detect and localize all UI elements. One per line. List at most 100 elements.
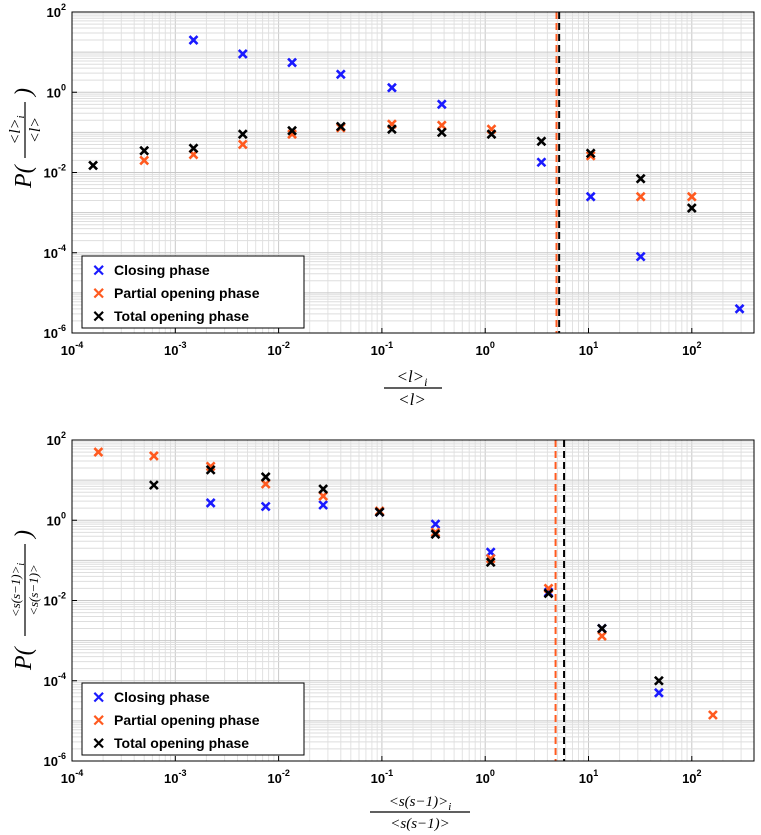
legend-item-partial: ✕ Partial opening phase <box>92 712 260 730</box>
x-tick-label: 100 <box>475 340 494 358</box>
marker-closing-phase <box>536 157 547 168</box>
marker-total-opening-phase <box>148 480 159 491</box>
legend-label-total: Total opening phase <box>114 735 249 751</box>
marker-total-opening-phase <box>536 136 547 147</box>
y-label-denominator: <s(s−1)> <box>26 564 41 616</box>
marker-partial-opening-phase <box>686 191 697 202</box>
y-tick-labels: 10-6 10-4 10-2 100 102 <box>44 2 66 341</box>
plot-frame <box>71 439 755 762</box>
marker-total-opening-phase <box>237 129 248 140</box>
marker-total-opening-phase <box>635 173 646 184</box>
threshold-lines <box>555 12 561 333</box>
legend-marker-total-icon: ✕ <box>92 736 105 753</box>
marker-closing-phase <box>260 501 271 512</box>
marker-total-opening-phase <box>139 145 150 156</box>
marker-total-opening-phase <box>486 129 497 140</box>
legend-item-total: ✕ Total opening phase <box>92 308 249 326</box>
marker-partial-opening-phase <box>585 150 596 161</box>
marker-closing-phase <box>287 57 297 68</box>
y-tick-label: 102 <box>47 430 66 448</box>
marker-total-opening-phase <box>597 623 607 634</box>
x-label-denominator: <s(s−1)> <box>390 816 450 832</box>
marker-total-opening-phase <box>374 507 385 517</box>
marker-closing-phase <box>386 82 397 93</box>
y-label-numerator: <s(s−1)>i <box>8 563 27 618</box>
y-label-prefix: P( <box>11 163 37 189</box>
y-tick-label: 10-6 <box>44 323 66 341</box>
marker-total-opening-phase <box>318 484 329 494</box>
x-tick-label: 101 <box>579 340 598 358</box>
data-markers <box>88 35 745 314</box>
marker-total-opening-phase <box>287 125 297 136</box>
x-axis-label: <l>i <l> <box>384 367 442 409</box>
x-tick-label: 10-3 <box>164 768 186 786</box>
legend-box <box>81 682 305 756</box>
marker-total-opening-phase <box>686 203 697 213</box>
marker-total-opening-phase <box>386 124 397 135</box>
panel-bottom: 10-4 10-3 10-2 10-1 100 101 102 10-610-410-210… <box>8 430 755 832</box>
x-label-numerator: <l>i <box>396 367 427 389</box>
legend-marker-partial-icon: ✕ <box>92 286 105 303</box>
y-label-suffix: ) <box>11 530 37 540</box>
marker-closing-phase <box>205 498 216 508</box>
legend-box <box>81 255 305 329</box>
y-axis-label: P( <s(s−1)>i <s(s−1)> ) <box>8 530 41 671</box>
marker-partial-opening-phase <box>237 139 248 150</box>
x-tick-label: 102 <box>682 340 701 358</box>
panel-top: 10-4 10-3 10-2 10-1 100 101 102 10-610-410-210… <box>7 2 755 409</box>
y-tick-label: 10-2 <box>44 591 66 609</box>
y-label-prefix: P( <box>11 645 37 671</box>
marker-closing-phase <box>335 69 346 80</box>
marker-partial-opening-phase <box>707 710 718 720</box>
x-tick-label: 10-1 <box>371 768 393 786</box>
y-tick-label: 10-2 <box>44 163 66 181</box>
data-markers <box>93 447 718 720</box>
marker-total-opening-phase <box>543 588 554 599</box>
x-label-denominator: <l> <box>398 390 426 409</box>
x-tick-label: 10-2 <box>267 340 289 358</box>
y-tick-label: 100 <box>47 510 66 528</box>
legend-marker-closing-icon: ✕ <box>92 690 105 707</box>
marker-closing-phase <box>188 35 199 45</box>
x-tick-label: 10-1 <box>371 340 393 358</box>
marker-total-opening-phase <box>188 143 199 154</box>
legend-label-closing: Closing phase <box>114 689 210 705</box>
marker-closing-phase <box>653 687 664 698</box>
legend-label-closing: Closing phase <box>114 262 210 278</box>
y-label-denominator: <l> <box>27 117 44 143</box>
marker-partial-opening-phase <box>597 631 607 641</box>
x-label-numerator: <s(s−1)>i <box>389 794 452 813</box>
marker-total-opening-phase <box>653 675 664 686</box>
marker-partial-opening-phase <box>148 451 159 461</box>
y-tick-label: 10-6 <box>44 751 66 769</box>
legend-marker-partial-icon: ✕ <box>92 713 105 730</box>
legend-label-partial: Partial opening phase <box>114 285 260 301</box>
y-tick-label: 10-4 <box>44 671 66 689</box>
x-tick-labels: 10-4 10-3 10-2 10-1 100 101 102 <box>61 768 702 786</box>
x-tick-label: 101 <box>579 768 598 786</box>
x-tick-label: 102 <box>682 768 701 786</box>
marker-closing-phase <box>585 191 596 202</box>
x-tick-label: 10-4 <box>61 340 83 358</box>
x-tick-label: 10-3 <box>164 340 186 358</box>
x-tick-label: 100 <box>475 768 494 786</box>
marker-closing-phase <box>436 99 447 110</box>
x-axis-label: <s(s−1)>i <s(s−1)> <box>370 794 470 832</box>
threshold-lines <box>554 440 566 761</box>
marker-total-opening-phase <box>260 472 271 482</box>
x-tick-label: 10-4 <box>61 768 83 786</box>
legend-label-total: Total opening phase <box>114 308 249 324</box>
marker-closing-phase <box>430 519 441 530</box>
legend-label-partial: Partial opening phase <box>114 712 260 728</box>
x-tick-label: 10-2 <box>267 768 289 786</box>
legend: ✕ Closing phase ✕ Partial opening phase … <box>81 255 305 329</box>
marker-closing-phase <box>635 251 646 262</box>
y-tick-label: 10-4 <box>44 243 66 261</box>
marker-closing-phase <box>237 49 248 59</box>
marker-closing-phase <box>318 500 329 510</box>
legend-item-closing: ✕ Closing phase <box>92 689 210 707</box>
legend-item-total: ✕ Total opening phase <box>92 735 249 753</box>
y-tick-label: 102 <box>47 2 66 20</box>
marker-partial-opening-phase <box>93 447 104 457</box>
